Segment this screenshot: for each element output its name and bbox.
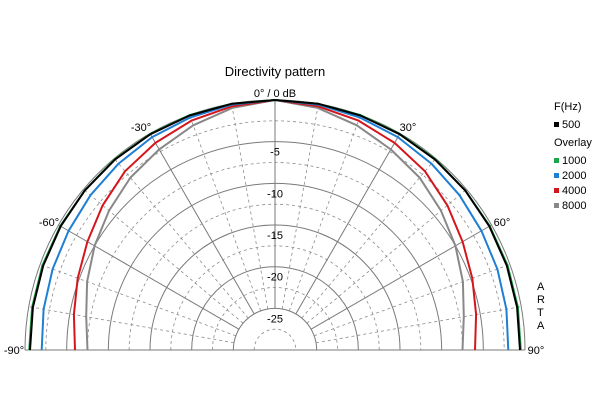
grid-radial-minor: [113, 158, 249, 319]
grid-radial-minor: [301, 158, 437, 319]
series-line-500: [29, 99, 521, 351]
grid-radial-minor: [314, 264, 511, 337]
angle-label: -90°: [4, 345, 24, 357]
legend-entry-1000: 1000: [562, 155, 586, 167]
chart-title: Directivity pattern: [225, 64, 325, 79]
legend-swatch-4000: [554, 188, 559, 193]
grid-arc-minor: [253, 328, 297, 351]
grid-radial-major: [295, 133, 401, 315]
legend-entry-8000: 8000: [562, 200, 586, 212]
axis-labels: -90° -60° -30° 30° 60° 90° -5 -10 -15 -20 -25: [4, 122, 544, 357]
grid-radial-minor: [83, 188, 244, 324]
legend: F(Hz) 500 Overlay 1000 2000 4000 8000: [554, 101, 592, 212]
legend-swatch-1000: [554, 158, 559, 163]
grid-radial-minor: [315, 306, 522, 344]
grid-radial-minor: [306, 188, 467, 324]
db-tick-label: -5: [270, 147, 280, 159]
grid-radial-minor: [28, 306, 235, 344]
db-tick-label: -25: [267, 313, 283, 325]
legend-title: F(Hz): [554, 101, 582, 113]
angle-label: -30°: [131, 122, 151, 134]
grid-radial-major: [310, 224, 492, 330]
grid-radial-major: [149, 133, 255, 315]
grid-radial-minor: [288, 114, 361, 311]
legend-overlay-label: Overlay: [554, 137, 592, 149]
angle-label: -60°: [39, 217, 59, 229]
db-tick-label: -10: [267, 188, 283, 200]
legend-entry-4000: 4000: [562, 185, 586, 197]
series-layer: [28, 99, 522, 351]
angle-label: 60°: [494, 217, 511, 229]
legend-entry-2000: 2000: [562, 170, 586, 182]
legend-swatch-8000: [554, 203, 559, 208]
legend-swatch-500: [554, 122, 559, 127]
grid-radial-major: [58, 224, 240, 330]
grid-arc-major: [232, 307, 318, 351]
angle-label: 90°: [528, 345, 545, 357]
top-angle-label: 0° / 0 dB: [254, 88, 296, 100]
grid-arc-minor: [45, 120, 505, 351]
grid-radial-minor: [281, 103, 319, 310]
grid-radial-minor: [231, 103, 269, 310]
grid-radial-minor: [39, 264, 236, 337]
legend-entry-500: 500: [562, 119, 580, 131]
grid-radial-minor: [189, 114, 262, 311]
db-tick-label: -15: [267, 230, 283, 242]
angle-label: 30°: [400, 122, 417, 134]
db-tick-label: -20: [267, 272, 283, 284]
legend-swatch-2000: [554, 173, 559, 178]
